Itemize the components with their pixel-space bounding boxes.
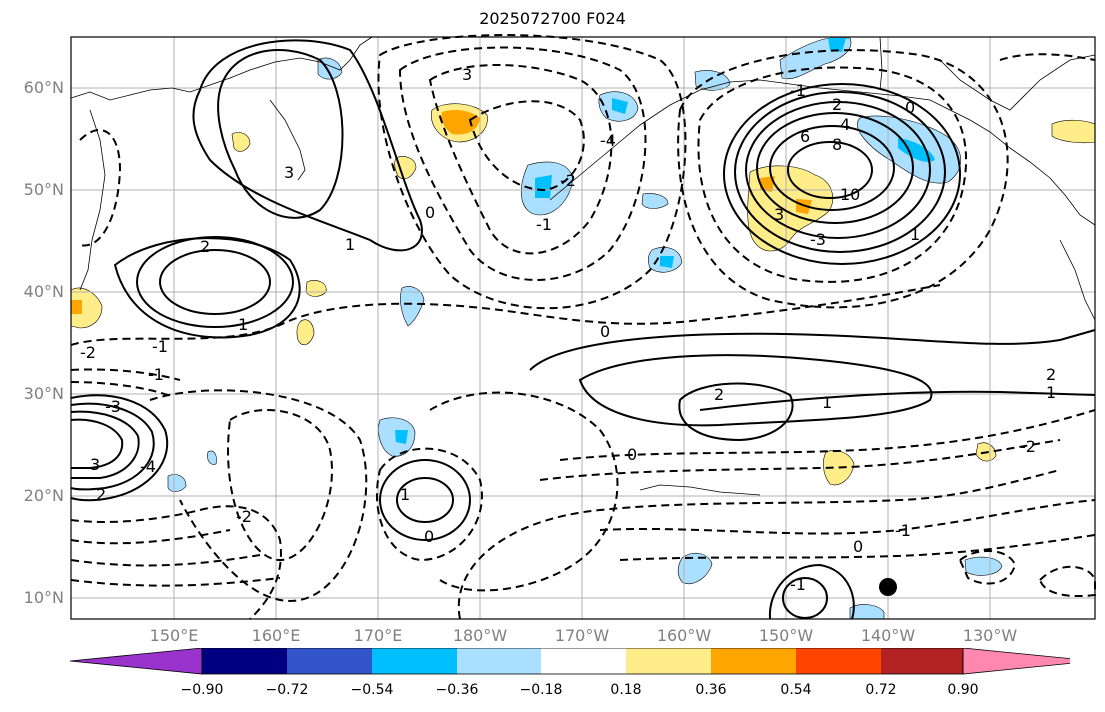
contour-label: 3 [774, 205, 784, 224]
lon-label-150w: 150°W [758, 626, 814, 645]
contour-labels: 3 1 0 -1 -2 2 3 1 0 -1 -2 -4 -3 2 4 6 8 … [80, 65, 1056, 594]
colorbar-segment [541, 648, 626, 674]
contour-label: -1 [790, 81, 806, 100]
contour-label: 1 [400, 485, 410, 504]
contour-label: 8 [832, 135, 842, 154]
contour-label: -2 [1020, 437, 1036, 456]
colorbar-segment [372, 648, 457, 674]
lat-label-50n: 50°N [23, 180, 64, 199]
colorbar-tick: −0.36 [435, 682, 479, 698]
contour-label: -1 [790, 575, 806, 594]
lat-label-30n: 30°N [23, 384, 64, 403]
dashed-contours [70, 34, 1096, 620]
contour-label: -4 [140, 457, 156, 476]
contour-label: 3 [90, 455, 100, 474]
contour-label: 0 [425, 203, 435, 222]
map-title: 2025072700 F024 [479, 9, 626, 28]
contour-label: 2 [200, 237, 210, 256]
contour-label: 0 [600, 322, 610, 341]
colorbar-extend-low [70, 648, 203, 675]
contour-label: -1 [152, 337, 168, 356]
contour-label: -1 [536, 215, 552, 234]
contour-label: 2 [96, 485, 106, 504]
lat-label-60n: 60°N [23, 78, 64, 97]
lon-label-170w: 170°W [554, 626, 610, 645]
lat-label-10n: 10°N [23, 588, 64, 607]
contour-label: 1 [1046, 383, 1056, 402]
colorbar-tick: 0.72 [865, 682, 897, 698]
contour-label: -4 [600, 131, 616, 150]
contour-label: 2 [714, 385, 724, 404]
colorbar-tick: 0.36 [695, 682, 727, 698]
contour-label: 2 [1046, 365, 1056, 384]
coastlines [70, 36, 1096, 496]
plot-frame [70, 36, 1096, 620]
contour-label: 6 [800, 127, 810, 146]
lat-label-20n: 20°N [23, 486, 64, 505]
lon-label-170e: 170°E [353, 626, 403, 645]
colorbar-tick: 0.54 [780, 682, 812, 698]
station-marker-dot [879, 578, 897, 596]
colorbar-segment [626, 648, 711, 674]
contour-label: -1 [148, 365, 164, 384]
contour-label: 1 [345, 235, 355, 254]
contour-label: 0 [627, 445, 637, 464]
colorbar-segment [881, 648, 963, 674]
contour-label: 1 [910, 225, 920, 244]
contour-label: 0 [905, 98, 915, 117]
contour-label: 4 [840, 115, 850, 134]
colorbar-tick: 0.90 [947, 682, 979, 698]
contour-label: -2 [236, 507, 252, 526]
contour-label: -3 [810, 230, 826, 249]
lon-label-140w: 140°W [860, 626, 916, 645]
contour-label: 3 [284, 163, 294, 182]
colorbar-segment [457, 648, 541, 674]
contour-label: 10 [840, 185, 860, 204]
colorbar-segment [287, 648, 372, 674]
colorbar-extend-high [962, 648, 1070, 675]
contour-label: 2 [832, 95, 842, 114]
colorbar [70, 648, 1070, 675]
solid-contours [70, 39, 1096, 620]
colorbar-tick: −0.54 [350, 682, 394, 698]
colorbar-segment [711, 648, 796, 674]
contour-label: -1 [895, 521, 911, 540]
colorbar-segment [202, 648, 287, 674]
colorbar-segment [796, 648, 881, 674]
lon-label-160e: 160°E [251, 626, 301, 645]
contour-label: 0 [853, 537, 863, 556]
lat-label-40n: 40°N [23, 282, 64, 301]
contour-label: 0 [424, 527, 434, 546]
lon-label-150e: 150°E [149, 626, 199, 645]
colorbar-tick: −0.18 [519, 682, 563, 698]
lon-label-160w: 160°W [656, 626, 712, 645]
contour-label: 3 [462, 65, 472, 84]
contour-label: -2 [80, 343, 96, 362]
shaded-anomalies [70, 37, 1096, 620]
colorbar-tick: −0.72 [265, 682, 309, 698]
contour-label: -3 [105, 397, 121, 416]
colorbar-tick: 0.18 [610, 682, 642, 698]
gridlines [71, 37, 1095, 619]
contour-label: -2 [560, 171, 576, 190]
lon-label-180w: 180°W [452, 626, 508, 645]
contour-label: 1 [822, 393, 832, 412]
contour-label: 1 [238, 315, 248, 334]
lon-label-130w: 130°W [962, 626, 1018, 645]
colorbar-tick: −0.90 [180, 682, 224, 698]
